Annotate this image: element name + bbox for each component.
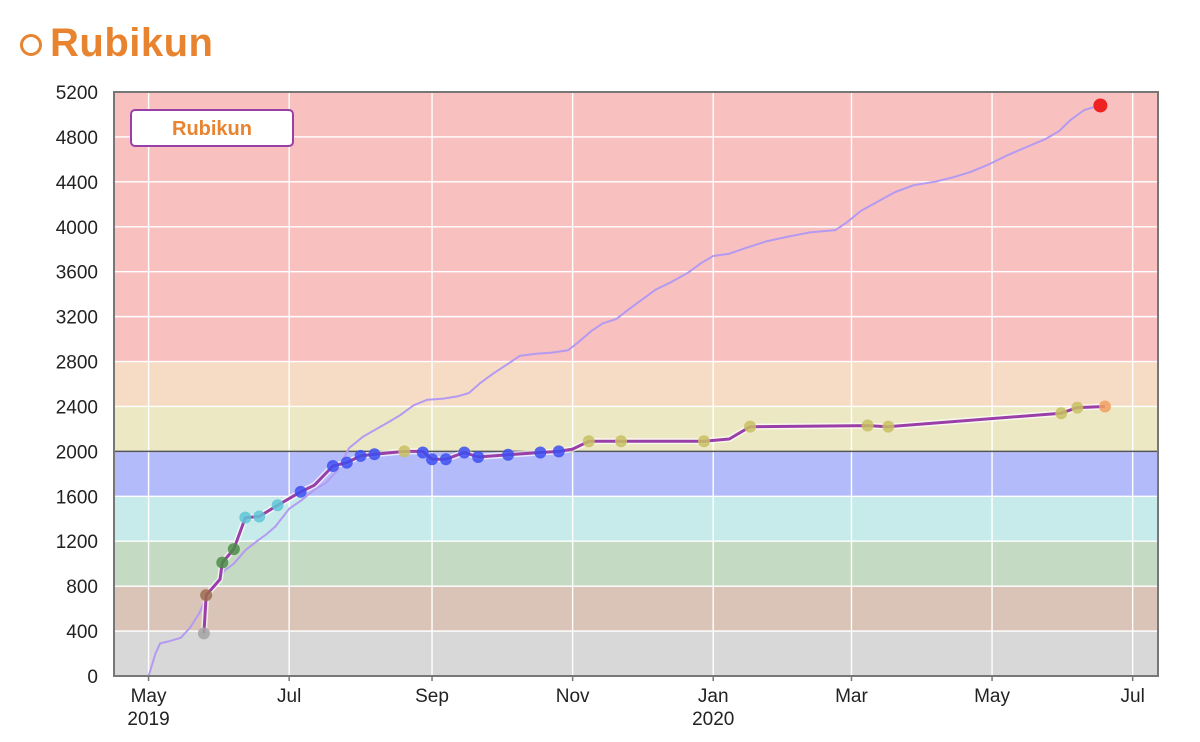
y-tick-label-1: 400 [66, 622, 98, 643]
circle-icon [20, 34, 42, 56]
legend-entry-rubikun: Rubikun [172, 118, 252, 140]
grid-lines [114, 91, 1158, 677]
series-1-point-23 [697, 435, 710, 448]
y-tick-label-9: 3600 [56, 263, 98, 284]
rating-band-6 [114, 361, 1158, 407]
rating-band-2 [114, 541, 1158, 587]
series-1-point-21 [582, 435, 595, 448]
series-1-point-8 [326, 459, 339, 472]
series-1-point-15 [439, 453, 452, 466]
series-0-end-point [1093, 98, 1108, 113]
y-tick-label-12: 4800 [56, 128, 98, 149]
series-1-point-20 [552, 445, 565, 458]
series-1-point-22 [615, 435, 628, 448]
x-tick-label-3: Nov [556, 686, 590, 707]
y-tick-label-6: 2400 [56, 397, 98, 418]
plot-frame [113, 91, 1159, 677]
x-tick-label-6: May [974, 686, 1010, 707]
series-1-point-11 [368, 448, 381, 461]
series-1-point-10 [354, 449, 367, 462]
legend: Rubikun [130, 109, 294, 147]
y-tick-label-10: 4000 [56, 218, 98, 239]
x-tick-year-label-4: 2020 [692, 709, 734, 730]
series-1-point-7 [294, 485, 307, 498]
series-1-point-29 [1098, 400, 1111, 413]
series-1-point-6 [271, 499, 284, 512]
series-line-0 [147, 105, 1097, 677]
series-1-point-14 [426, 453, 439, 466]
x-tick-label-1: Jul [277, 686, 301, 707]
series-1-point-2 [216, 556, 229, 569]
series-1-point-4 [239, 511, 252, 524]
y-tick-label-13: 5200 [56, 83, 98, 104]
series-1-point-5 [253, 510, 266, 523]
y-axis-ticks: 0 400 800 1200 1600 2000 2400 2800 3200 3600 4000 4… [56, 83, 98, 688]
series-1-point-26 [882, 420, 895, 433]
x-tick-label-4: Jan [698, 686, 729, 707]
legend-box [130, 109, 294, 147]
series-1-point-13 [416, 446, 429, 459]
y-tick-label-11: 4400 [56, 173, 98, 194]
page-header: Rubikun [20, 18, 213, 68]
series-1-point-27 [1055, 407, 1068, 420]
x-tick-label-0: May [131, 686, 167, 707]
series-1-point-18 [502, 448, 515, 461]
y-tick-label-0: 0 [87, 667, 98, 688]
rating-band-0 [114, 631, 1158, 676]
series-1-point-24 [744, 420, 757, 433]
series-1-point-1 [200, 589, 213, 602]
y-tick-label-3: 1200 [56, 532, 98, 553]
x-tick-label-7: Jul [1121, 686, 1145, 707]
x-tick-label-5: Mar [835, 686, 868, 707]
series-1-point-28 [1071, 401, 1084, 414]
y-tick-label-8: 3200 [56, 308, 98, 329]
x-tick-label-2: Sep [415, 686, 449, 707]
series-line-1 [202, 405, 1106, 634]
y-tick-label-5: 2000 [56, 442, 98, 463]
y-tick-label-2: 800 [66, 577, 98, 598]
x-tick-year-label-0: 2019 [127, 709, 169, 730]
rating-bands [114, 92, 1158, 676]
page-title: Rubikun [50, 20, 214, 65]
rating-band-5 [114, 406, 1158, 452]
series-1-point-9 [340, 456, 353, 469]
series-1-point-16 [458, 446, 471, 459]
series-1-point-12 [398, 445, 411, 458]
series-1-point-0 [197, 627, 210, 640]
series-1-point-19 [534, 446, 547, 459]
series-1-point-3 [227, 543, 240, 556]
y-tick-label-7: 2800 [56, 353, 98, 374]
y-tick-label-4: 1600 [56, 487, 98, 508]
rating-band-3 [114, 496, 1158, 542]
series-layer [147, 98, 1111, 677]
series-1-point-17 [472, 451, 485, 463]
rating-band-4 [114, 451, 1158, 497]
rating-band-1 [114, 586, 1158, 632]
series-1-point-25 [861, 419, 874, 432]
